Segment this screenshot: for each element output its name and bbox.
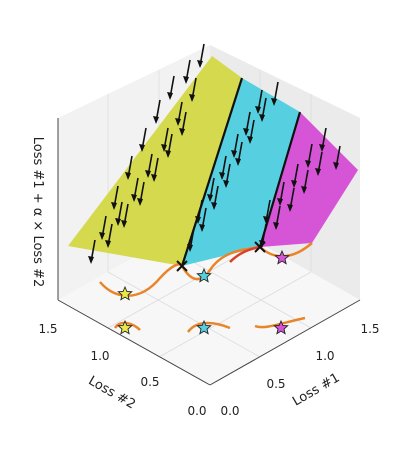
vector-arrow-head bbox=[291, 180, 297, 188]
vector-arrow-head bbox=[125, 172, 131, 180]
vector-arrow-head bbox=[223, 180, 229, 188]
star-marker-floor bbox=[196, 319, 212, 335]
vector-arrow-head bbox=[161, 144, 167, 152]
vector-arrow-head bbox=[273, 222, 279, 230]
vector-arrow-head bbox=[271, 98, 277, 106]
y-tick-label: 1.0 bbox=[90, 349, 109, 363]
vector-arrow-head bbox=[247, 136, 253, 144]
zlabel: Loss #1 + α × Loss #2 bbox=[30, 137, 45, 288]
star-marker-surface bbox=[117, 285, 133, 301]
vector-arrow-head bbox=[315, 168, 321, 176]
vector-arrows bbox=[88, 43, 341, 264]
floor-curve-yellow bbox=[113, 321, 141, 331]
vector-arrow-head bbox=[139, 144, 145, 152]
surface-region-cyan bbox=[182, 78, 300, 266]
x-tick-label: 0.0 bbox=[220, 404, 239, 418]
vector-arrow-head bbox=[131, 194, 137, 202]
star-marker-floor bbox=[273, 319, 289, 335]
x-ticks: 0.0 0.5 1.0 1.5 bbox=[220, 322, 379, 418]
cross-marker bbox=[254, 241, 266, 253]
vector-arrow-head bbox=[301, 186, 307, 194]
surface-region-magenta bbox=[260, 112, 358, 247]
vector-arrow-head bbox=[259, 114, 265, 122]
vector-arrow-head bbox=[211, 202, 217, 210]
vector-arrow-head bbox=[255, 106, 261, 114]
vector-arrow-head bbox=[319, 144, 325, 152]
star-markers bbox=[117, 249, 290, 335]
vector-arrow-head bbox=[111, 202, 117, 210]
x-tick-label: 1.0 bbox=[315, 349, 334, 363]
vector-arrow-head bbox=[183, 76, 189, 84]
axis-edges bbox=[57, 118, 361, 386]
floor-curve-magenta bbox=[254, 316, 306, 329]
ylabel: Loss #2 bbox=[86, 374, 138, 413]
vector-arrow-head bbox=[121, 220, 127, 228]
y-tick-label: 0.5 bbox=[140, 375, 159, 389]
vector-arrow-head bbox=[243, 128, 249, 136]
xlabel: Loss #1 bbox=[290, 371, 342, 410]
star-marker-surface bbox=[196, 267, 212, 283]
vector-arrow-head bbox=[153, 116, 159, 124]
y-tick-label: 1.5 bbox=[38, 322, 57, 336]
vector-arrow-head bbox=[187, 244, 193, 252]
y-ticks: 1.5 1.0 0.5 0.0 bbox=[38, 322, 206, 418]
vector-arrow-head bbox=[175, 118, 181, 126]
vector-arrow-head bbox=[305, 160, 311, 168]
vector-arrow-head bbox=[179, 128, 185, 136]
vector-arrow-head bbox=[105, 240, 111, 248]
vector-arrow-head bbox=[219, 172, 225, 180]
vector-arrow-head bbox=[277, 198, 283, 206]
vector-arrow-head bbox=[197, 60, 203, 68]
vector-arrow-head bbox=[199, 224, 205, 232]
vector-arrow-head bbox=[88, 256, 94, 264]
vector-arrow-head bbox=[115, 218, 121, 226]
vector-arrow-head bbox=[195, 216, 201, 224]
vector-arrow-head bbox=[165, 150, 171, 158]
vector-arrow-head bbox=[151, 174, 157, 182]
vector-arrow-head bbox=[235, 158, 241, 166]
x-tick-label: 1.5 bbox=[360, 322, 379, 336]
surface-bottom-curve-red bbox=[229, 245, 261, 263]
vector-arrow-head bbox=[287, 204, 293, 212]
vector-arrow-head bbox=[207, 194, 213, 202]
vector-arrow-head bbox=[231, 150, 237, 158]
vector-arrow-head bbox=[189, 94, 195, 102]
star-marker-surface bbox=[274, 249, 290, 265]
y-tick-label: 0.0 bbox=[187, 404, 206, 418]
cross-markers bbox=[176, 241, 266, 272]
vector-arrow-head bbox=[137, 198, 143, 206]
vector-arrow-head bbox=[99, 232, 105, 240]
cross-marker bbox=[176, 260, 188, 272]
vector-arrow-head bbox=[167, 92, 173, 100]
vector-arrow-head bbox=[263, 216, 269, 224]
star-marker-floor bbox=[117, 319, 133, 335]
x-tick-label: 0.5 bbox=[266, 377, 285, 391]
vector-arrow-head bbox=[145, 170, 151, 178]
vector-arrow-head bbox=[333, 162, 339, 170]
